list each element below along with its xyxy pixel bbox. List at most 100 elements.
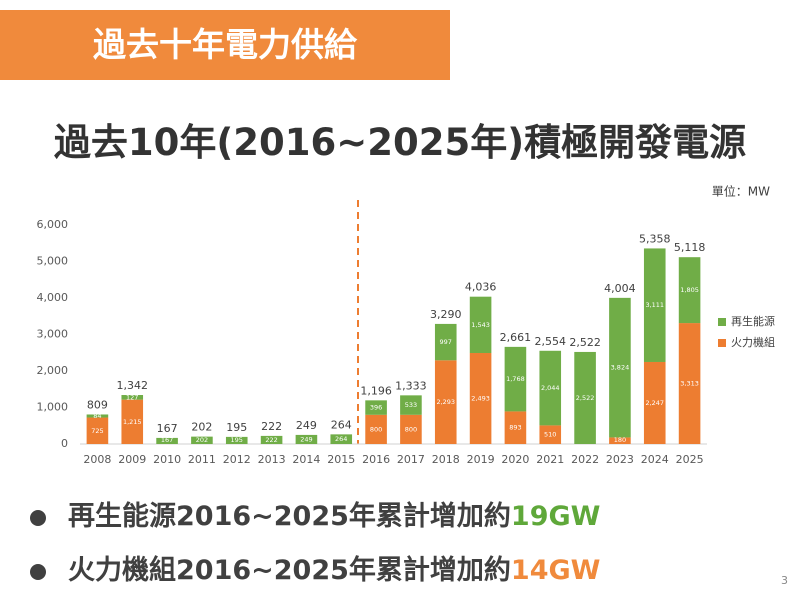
x-tick-label: 2009 [118,453,146,466]
segment-label: 195 [231,436,243,444]
legend-label: 火力機組 [731,335,775,349]
x-tick-label: 2014 [292,453,320,466]
segment-label: 167 [161,436,173,444]
x-tick-label: 2012 [223,453,251,466]
x-tick-label: 2019 [467,453,495,466]
segment-label: 222 [265,436,277,444]
segment-label: 3,824 [611,364,630,372]
bar-segment [330,434,353,444]
x-tick-label: 2008 [83,453,111,466]
bar-segment [539,425,562,444]
bar-segment [86,414,109,418]
segment-label: 2,493 [471,395,490,403]
bar-segment [400,414,422,444]
y-tick-label: 6,000 [37,218,69,231]
segment-label: 725 [91,427,103,435]
segment-label: 396 [370,404,382,412]
total-label: 2,522 [569,336,601,349]
bar-segment [121,395,144,400]
bullet: 再生能源2016~2025年累計增加約19GW [30,494,600,533]
segment-label: 1,215 [123,418,142,426]
y-tick-label: 1,000 [37,401,69,414]
bar-segment [643,248,666,362]
total-label: 3,290 [430,308,462,321]
x-tick-label: 2021 [536,453,564,466]
bar-segment [504,411,527,444]
total-label: 2,554 [535,335,567,348]
segment-label: 3,313 [680,380,699,388]
x-tick-label: 2013 [258,453,286,466]
total-label: 167 [157,422,178,435]
bar-segment [469,353,492,444]
segment-label: 249 [300,435,312,443]
segment-label: 2,293 [436,398,455,406]
y-tick-label: 4,000 [37,291,69,304]
bar-segment [609,437,631,444]
x-tick-label: 2010 [153,453,181,466]
legend-label: 再生能源 [731,314,775,328]
bar-segment [469,296,492,354]
y-tick-label: 5,000 [37,255,69,268]
total-label: 5,358 [639,232,671,245]
page-number: 3 [781,574,788,587]
y-tick-label: 2,000 [37,364,69,377]
x-tick-label: 2018 [432,453,460,466]
segment-label: 2,522 [576,394,595,402]
total-label: 5,118 [674,241,706,254]
bar-segment [678,257,701,324]
segment-label: 997 [440,338,452,346]
total-label: 249 [296,419,317,432]
banner-title: 過去十年電力供給 [0,10,450,80]
bar-segment [574,351,596,444]
bar-segment [643,361,666,444]
segment-label: 84 [93,412,101,420]
segment-label: 3,111 [645,301,664,309]
total-label: 809 [87,398,108,411]
segment-label: 127 [126,393,138,401]
total-label: 264 [331,418,352,431]
total-label: 1,196 [360,384,392,397]
total-label: 1,333 [395,379,427,392]
total-label: 202 [191,421,212,434]
total-label: 4,004 [604,282,636,295]
x-tick-label: 2024 [641,453,669,466]
x-tick-label: 2022 [571,453,599,466]
bar-segment [156,437,178,444]
bar-segment [678,323,701,444]
bullet-dot [30,509,46,526]
x-tick-label: 2025 [676,453,704,466]
bar-segment [365,400,387,415]
total-label: 222 [261,420,282,433]
segment-label: 800 [405,425,417,433]
x-tick-label: 2020 [501,453,529,466]
legend-swatch [718,318,726,326]
segment-label: 1,768 [506,375,525,383]
x-tick-label: 2017 [397,453,425,466]
bar-segment [121,399,144,444]
total-label: 4,036 [465,281,497,294]
segment-label: 180 [614,436,626,444]
bar-segment [609,297,631,438]
bar-segment [434,323,457,361]
total-label: 195 [226,421,247,434]
bar-segment [295,434,318,444]
bullet-highlight: 19GW [510,501,601,532]
segment-label: 202 [196,436,208,444]
segment-label: 2,044 [541,384,560,392]
x-tick-label: 2011 [188,453,216,466]
x-tick-label: 2015 [327,453,355,466]
bullet-text: 火力機組2016~2025年累計增加約 [68,555,511,586]
bar-segment [400,395,422,415]
bullet-text: 再生能源2016~2025年累計增加約 [68,501,511,532]
bar-segment [504,346,527,412]
bar-segment [539,350,562,426]
total-label: 1,342 [117,379,149,392]
segment-label: 1,543 [471,321,490,329]
bullet: 火力機組2016~2025年累計增加約14GW [30,548,600,587]
segment-label: 800 [370,425,382,433]
heading: 過去10年(2016~2025年)積極開發電源 [53,121,747,164]
bullet-highlight: 14GW [510,555,601,586]
total-label: 2,661 [500,331,532,344]
segment-label: 533 [405,401,417,409]
